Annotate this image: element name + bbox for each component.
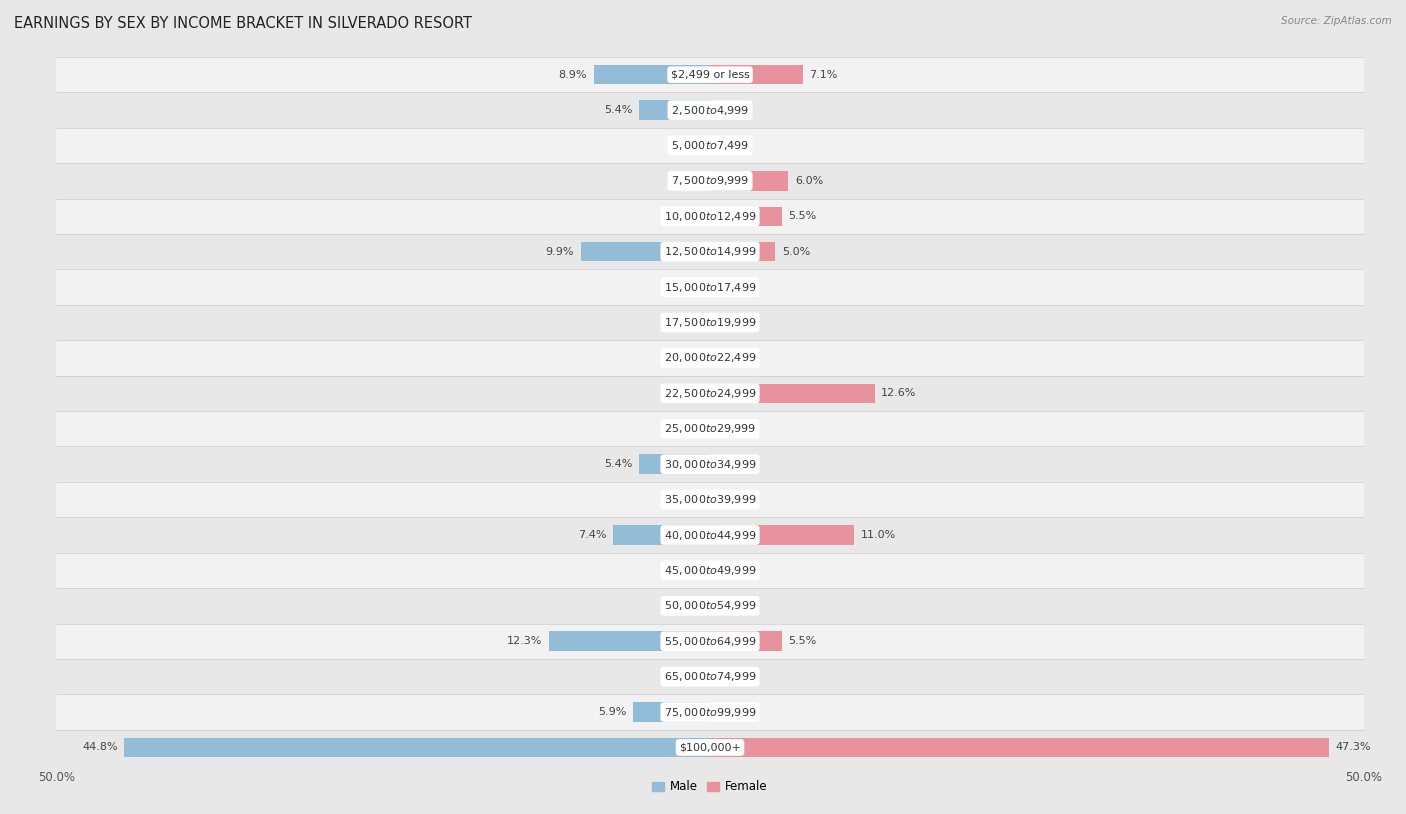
Text: 12.3%: 12.3% xyxy=(508,637,543,646)
Bar xyxy=(56,694,1364,730)
Bar xyxy=(56,340,1364,375)
Text: $50,000 to $54,999: $50,000 to $54,999 xyxy=(664,599,756,612)
Text: 0.0%: 0.0% xyxy=(717,672,745,681)
Text: $22,500 to $24,999: $22,500 to $24,999 xyxy=(664,387,756,400)
Text: 8.9%: 8.9% xyxy=(558,70,588,80)
Text: 44.8%: 44.8% xyxy=(82,742,118,752)
Text: $10,000 to $12,499: $10,000 to $12,499 xyxy=(664,210,756,223)
Text: 6.0%: 6.0% xyxy=(794,176,824,186)
Text: $45,000 to $49,999: $45,000 to $49,999 xyxy=(664,564,756,577)
Text: 0.0%: 0.0% xyxy=(717,424,745,434)
Text: $2,499 or less: $2,499 or less xyxy=(671,70,749,80)
Text: 9.9%: 9.9% xyxy=(546,247,574,256)
Text: 5.0%: 5.0% xyxy=(782,247,810,256)
Legend: Male, Female: Male, Female xyxy=(648,776,772,799)
Text: $40,000 to $44,999: $40,000 to $44,999 xyxy=(664,528,756,541)
Text: 0.0%: 0.0% xyxy=(675,317,703,327)
Text: 5.4%: 5.4% xyxy=(605,105,633,115)
Text: $65,000 to $74,999: $65,000 to $74,999 xyxy=(664,670,756,683)
Text: EARNINGS BY SEX BY INCOME BRACKET IN SILVERADO RESORT: EARNINGS BY SEX BY INCOME BRACKET IN SIL… xyxy=(14,16,472,31)
Text: $7,500 to $9,999: $7,500 to $9,999 xyxy=(671,174,749,187)
Bar xyxy=(56,57,1364,92)
Text: 0.0%: 0.0% xyxy=(717,282,745,292)
Text: 0.0%: 0.0% xyxy=(675,424,703,434)
Text: $12,500 to $14,999: $12,500 to $14,999 xyxy=(664,245,756,258)
Bar xyxy=(56,163,1364,199)
Bar xyxy=(593,65,710,85)
Text: 0.0%: 0.0% xyxy=(675,282,703,292)
Bar xyxy=(633,702,710,722)
Bar xyxy=(710,65,803,85)
Text: $55,000 to $64,999: $55,000 to $64,999 xyxy=(664,635,756,648)
Text: 0.0%: 0.0% xyxy=(717,141,745,151)
Bar xyxy=(56,553,1364,588)
Text: 0.0%: 0.0% xyxy=(675,176,703,186)
Text: 5.9%: 5.9% xyxy=(598,707,626,717)
Text: 0.0%: 0.0% xyxy=(675,601,703,610)
Bar xyxy=(56,128,1364,163)
Bar xyxy=(56,234,1364,269)
Bar xyxy=(710,737,1329,757)
Bar xyxy=(710,632,782,651)
Text: 0.0%: 0.0% xyxy=(675,212,703,221)
Text: $17,500 to $19,999: $17,500 to $19,999 xyxy=(664,316,756,329)
Bar xyxy=(56,199,1364,234)
Text: 7.1%: 7.1% xyxy=(810,70,838,80)
Bar xyxy=(640,100,710,120)
Text: 0.0%: 0.0% xyxy=(717,495,745,505)
Bar xyxy=(56,304,1364,340)
Text: 0.0%: 0.0% xyxy=(717,353,745,363)
Text: $75,000 to $99,999: $75,000 to $99,999 xyxy=(664,706,756,719)
Bar xyxy=(710,242,776,261)
Bar xyxy=(640,454,710,474)
Text: 0.0%: 0.0% xyxy=(717,601,745,610)
Bar xyxy=(56,588,1364,624)
Text: 11.0%: 11.0% xyxy=(860,530,896,540)
Text: 0.0%: 0.0% xyxy=(675,672,703,681)
Text: $20,000 to $22,499: $20,000 to $22,499 xyxy=(664,352,756,365)
Text: 5.4%: 5.4% xyxy=(605,459,633,469)
Bar xyxy=(56,730,1364,765)
Text: $100,000+: $100,000+ xyxy=(679,742,741,752)
Text: $30,000 to $34,999: $30,000 to $34,999 xyxy=(664,457,756,470)
Text: 0.0%: 0.0% xyxy=(675,566,703,575)
Bar xyxy=(710,171,789,190)
Text: 47.3%: 47.3% xyxy=(1336,742,1371,752)
Bar xyxy=(56,518,1364,553)
Text: 0.0%: 0.0% xyxy=(717,105,745,115)
Bar xyxy=(124,737,710,757)
Bar xyxy=(710,525,853,545)
Text: 0.0%: 0.0% xyxy=(675,388,703,398)
Bar xyxy=(56,92,1364,128)
Text: 0.0%: 0.0% xyxy=(717,317,745,327)
Text: 5.5%: 5.5% xyxy=(789,637,817,646)
Text: $5,000 to $7,499: $5,000 to $7,499 xyxy=(671,139,749,152)
Bar xyxy=(581,242,710,261)
Bar xyxy=(56,411,1364,446)
Bar xyxy=(56,269,1364,304)
Bar xyxy=(56,624,1364,659)
Text: 0.0%: 0.0% xyxy=(675,495,703,505)
Text: 0.0%: 0.0% xyxy=(717,707,745,717)
Bar xyxy=(56,375,1364,411)
Text: $35,000 to $39,999: $35,000 to $39,999 xyxy=(664,493,756,506)
Text: $2,500 to $4,999: $2,500 to $4,999 xyxy=(671,103,749,116)
Bar xyxy=(613,525,710,545)
Bar xyxy=(710,383,875,403)
Text: $15,000 to $17,499: $15,000 to $17,499 xyxy=(664,281,756,294)
Bar xyxy=(56,446,1364,482)
Text: 0.0%: 0.0% xyxy=(717,459,745,469)
Bar xyxy=(550,632,710,651)
Bar xyxy=(56,482,1364,518)
Bar xyxy=(56,659,1364,694)
Text: 7.4%: 7.4% xyxy=(578,530,607,540)
Text: 0.0%: 0.0% xyxy=(675,141,703,151)
Text: 0.0%: 0.0% xyxy=(675,353,703,363)
Text: $25,000 to $29,999: $25,000 to $29,999 xyxy=(664,422,756,435)
Text: 12.6%: 12.6% xyxy=(882,388,917,398)
Bar xyxy=(710,207,782,226)
Text: 5.5%: 5.5% xyxy=(789,212,817,221)
Text: Source: ZipAtlas.com: Source: ZipAtlas.com xyxy=(1281,16,1392,26)
Text: 0.0%: 0.0% xyxy=(717,566,745,575)
